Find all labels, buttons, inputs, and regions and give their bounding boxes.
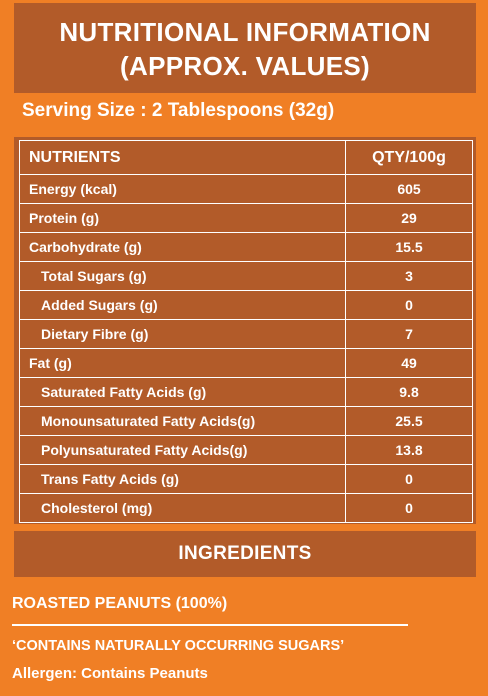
table-row: Monounsaturated Fatty Acids(g) 25.5 bbox=[19, 406, 473, 436]
qty-column-header: QTY/100g bbox=[345, 140, 473, 175]
allergen-info: Allergen: Contains Peanuts bbox=[12, 665, 208, 682]
nutrient-qty: 29 bbox=[345, 203, 473, 233]
nutrient-name: Added Sugars (g) bbox=[19, 290, 346, 320]
table-row: Polyunsaturated Fatty Acids(g) 13.8 bbox=[19, 435, 473, 465]
nutrient-name: Saturated Fatty Acids (g) bbox=[19, 377, 346, 407]
table-row: Cholesterol (mg) 0 bbox=[19, 493, 473, 523]
nutrient-qty: 9.8 bbox=[345, 377, 473, 407]
nutrient-qty: 7 bbox=[345, 319, 473, 349]
nutrient-qty: 605 bbox=[345, 174, 473, 204]
table-row: Saturated Fatty Acids (g) 9.8 bbox=[19, 377, 473, 407]
nutrition-table-panel: NUTRIENTS QTY/100g Energy (kcal) 605 Pro… bbox=[14, 137, 476, 524]
nutrient-name: Total Sugars (g) bbox=[19, 261, 346, 291]
nutrient-name: Carbohydrate (g) bbox=[19, 232, 346, 262]
nutrition-table: NUTRIENTS QTY/100g Energy (kcal) 605 Pro… bbox=[19, 140, 473, 523]
table-row: Total Sugars (g) 3 bbox=[19, 261, 473, 291]
table-row: Trans Fatty Acids (g) 0 bbox=[19, 464, 473, 494]
nutrients-column-header: NUTRIENTS bbox=[19, 140, 346, 175]
table-row: Energy (kcal) 605 bbox=[19, 174, 473, 204]
table-header-row: NUTRIENTS QTY/100g bbox=[19, 140, 473, 175]
nutrient-name: Cholesterol (mg) bbox=[19, 493, 346, 523]
table-row: Carbohydrate (g) 15.5 bbox=[19, 232, 473, 262]
nutrient-qty: 49 bbox=[345, 348, 473, 378]
nutrient-qty: 0 bbox=[345, 290, 473, 320]
nutrient-qty: 0 bbox=[345, 464, 473, 494]
nutrient-name: Trans Fatty Acids (g) bbox=[19, 464, 346, 494]
nutrient-qty: 3 bbox=[345, 261, 473, 291]
nutrient-name: Fat (g) bbox=[19, 348, 346, 378]
nutrient-name: Monounsaturated Fatty Acids(g) bbox=[19, 406, 346, 436]
nutrient-qty: 25.5 bbox=[345, 406, 473, 436]
table-row: Fat (g) 49 bbox=[19, 348, 473, 378]
nutrient-name: Polyunsaturated Fatty Acids(g) bbox=[19, 435, 346, 465]
table-row: Protein (g) 29 bbox=[19, 203, 473, 233]
ingredients-heading: INGREDIENTS bbox=[14, 531, 476, 577]
nutrient-name: Dietary Fibre (g) bbox=[19, 319, 346, 349]
divider bbox=[12, 624, 408, 626]
nutrient-qty: 15.5 bbox=[345, 232, 473, 262]
nutrient-qty: 13.8 bbox=[345, 435, 473, 465]
nutrition-header: NUTRITIONAL INFORMATION (APPROX. VALUES) bbox=[14, 3, 476, 93]
serving-size: Serving Size : 2 Tablespoons (32g) bbox=[22, 100, 335, 121]
nutrient-name: Protein (g) bbox=[19, 203, 346, 233]
table-row: Dietary Fibre (g) 7 bbox=[19, 319, 473, 349]
nutrient-qty: 0 bbox=[345, 493, 473, 523]
table-row: Added Sugars (g) 0 bbox=[19, 290, 473, 320]
nutrient-name: Energy (kcal) bbox=[19, 174, 346, 204]
header-title: NUTRITIONAL INFORMATION bbox=[59, 17, 431, 47]
header-subtitle: (APPROX. VALUES) bbox=[120, 51, 370, 81]
sugars-note: ‘CONTAINS NATURALLY OCCURRING SUGARS’ bbox=[12, 638, 345, 654]
ingredients-text: ROASTED PEANUTS (100%) bbox=[12, 595, 228, 612]
